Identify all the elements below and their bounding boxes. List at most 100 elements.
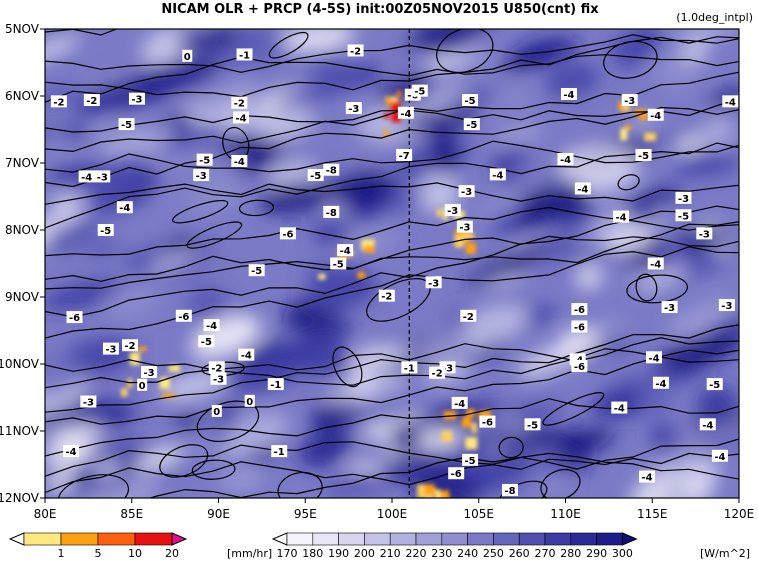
contour-label: -5 — [97, 224, 114, 237]
prcp-bar-label: 20 — [165, 547, 179, 560]
olr-blob — [102, 284, 161, 320]
olr-bar-label: 200 — [354, 547, 375, 560]
y-tick-label: 11NOV — [0, 424, 40, 438]
svg-text:-3: -3 — [105, 345, 116, 356]
olr-blob — [158, 371, 227, 402]
prcp-patch — [138, 346, 147, 352]
olr-blob — [45, 219, 99, 251]
svg-text:-5: -5 — [414, 87, 425, 98]
olr-blob — [140, 144, 221, 176]
olr-blob — [176, 29, 238, 52]
contour-line — [45, 98, 739, 133]
prcp-patch — [385, 97, 392, 105]
olr-bar-label: 220 — [406, 547, 427, 560]
contour-label: -4 — [489, 168, 506, 181]
prcp-patch — [466, 409, 475, 417]
prcp-bar-arrow-right — [171, 532, 188, 546]
olr-blob — [131, 216, 180, 249]
svg-text:-4: -4 — [454, 399, 465, 410]
contour-label: -4 — [233, 111, 250, 124]
contour-label: -5 — [330, 257, 347, 271]
x-axis: 80E 85E 90E 95E 100E 105E 110E 115E 120E — [34, 498, 754, 521]
svg-text:-8: -8 — [326, 166, 337, 177]
svg-text:-4: -4 — [234, 157, 245, 168]
contour-label: -4 — [238, 348, 255, 362]
contour-closed — [57, 474, 129, 498]
svg-text:-2: -2 — [432, 369, 443, 380]
contour-label: -5 — [706, 378, 723, 391]
svg-text:-3: -3 — [97, 172, 108, 183]
prcp-patch — [417, 484, 426, 498]
olr-bar-box — [389, 532, 417, 546]
olr-blob — [58, 199, 87, 219]
prcp-patch — [620, 128, 628, 141]
prcp-patch — [625, 124, 632, 130]
contour-label: -4 — [611, 401, 628, 415]
contour-closed — [238, 199, 275, 217]
contour-closed — [186, 221, 243, 249]
olr-blob — [212, 431, 280, 459]
x-tick-label: 85E — [120, 507, 143, 521]
olr-blob — [324, 372, 409, 405]
contour-line — [45, 34, 739, 73]
contour-line — [148, 438, 739, 498]
prcp-patch — [391, 99, 400, 112]
prcp-bar-box — [97, 532, 136, 546]
olr-blob — [383, 449, 465, 483]
contour-closed — [277, 471, 323, 498]
svg-text:-4: -4 — [206, 321, 217, 332]
svg-text:-3: -3 — [664, 303, 675, 314]
contour-label: -1 — [271, 445, 288, 458]
contour-closed — [635, 273, 658, 302]
prcp-patch — [384, 112, 390, 119]
contour-label: -3 — [675, 191, 692, 205]
olr-blob — [48, 422, 105, 444]
u850-contours — [45, 29, 739, 498]
olr-blob — [498, 428, 560, 449]
contour-closed — [159, 444, 209, 478]
prcp-patch — [384, 129, 389, 138]
svg-text:-5: -5 — [678, 211, 689, 222]
svg-text:-6: -6 — [178, 312, 189, 323]
svg-text:-4: -4 — [655, 379, 666, 390]
svg-text:-6: -6 — [451, 469, 462, 480]
contour-label: -3 — [345, 102, 362, 115]
contour-line — [45, 142, 739, 229]
svg-text:-2: -2 — [124, 341, 135, 352]
contour-label: -6 — [571, 320, 588, 333]
svg-text:-5: -5 — [527, 420, 538, 431]
svg-text:-1: -1 — [270, 380, 281, 391]
olr-blob — [504, 89, 533, 107]
svg-text:-1: -1 — [239, 50, 250, 61]
svg-text:-4: -4 — [241, 351, 252, 362]
x-tick-label: 80E — [34, 507, 57, 521]
contour-label: -6 — [571, 360, 588, 373]
svg-text:-4: -4 — [340, 246, 351, 257]
contour-label: -4 — [647, 108, 664, 122]
contour-label: -3 — [80, 395, 97, 409]
olr-blob — [576, 263, 603, 290]
olr-bar-label: 270 — [535, 547, 556, 560]
contour-label: -2 — [347, 44, 364, 57]
olr-colorbar: 170 180 190 200 210 220 230 240 250 260 270 280 290 3… — [271, 532, 638, 560]
olr-blob — [278, 29, 356, 53]
olr-bar-box — [286, 532, 314, 546]
y-tick-label: 7NOV — [5, 156, 40, 170]
prcp-patch — [437, 208, 442, 217]
contour-line — [45, 221, 739, 282]
contour-closed — [626, 274, 688, 304]
prcp-patch — [129, 352, 140, 366]
prcp-bar-box — [23, 532, 62, 546]
contour-label: -8 — [323, 163, 340, 177]
svg-text:-5: -5 — [465, 456, 476, 467]
contour-closed — [498, 436, 524, 459]
svg-text:-2: -2 — [211, 363, 222, 374]
y-tick-label: 6NOV — [5, 89, 40, 103]
contour-line — [45, 324, 739, 413]
svg-text:-4: -4 — [119, 203, 130, 214]
olr-bar-label: 190 — [328, 547, 349, 560]
prcp-patch — [357, 271, 366, 279]
svg-text:-3: -3 — [348, 104, 359, 115]
prcp-patch — [438, 490, 450, 498]
olr-blob — [685, 274, 733, 291]
